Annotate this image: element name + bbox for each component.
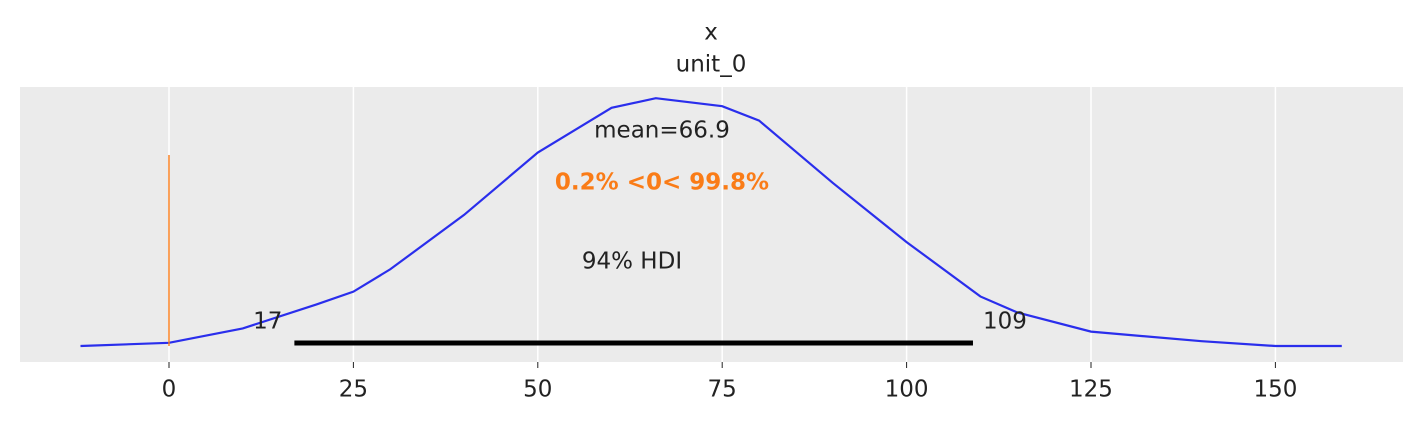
plot-area xyxy=(20,87,1403,362)
x-tick-label: 0 xyxy=(162,377,177,403)
x-tick-label: 75 xyxy=(708,377,737,403)
chart-title: x xyxy=(704,20,718,46)
chart-subtitle: unit_0 xyxy=(676,52,747,78)
x-tick-label: 100 xyxy=(885,377,929,403)
x-tick-label: 150 xyxy=(1253,377,1297,403)
x-tick-label: 50 xyxy=(523,377,552,403)
density-curve xyxy=(80,97,1342,348)
hdi-low-label: 17 xyxy=(253,309,282,335)
x-tick-label: 125 xyxy=(1069,377,1113,403)
x-tick-label: 25 xyxy=(339,377,368,403)
hdi-high-label: 109 xyxy=(983,309,1027,335)
hdi-label: 94% HDI xyxy=(582,249,682,275)
reference-label: 0.2% <0< 99.8% xyxy=(555,170,769,196)
mean-label: mean=66.9 xyxy=(594,118,730,144)
